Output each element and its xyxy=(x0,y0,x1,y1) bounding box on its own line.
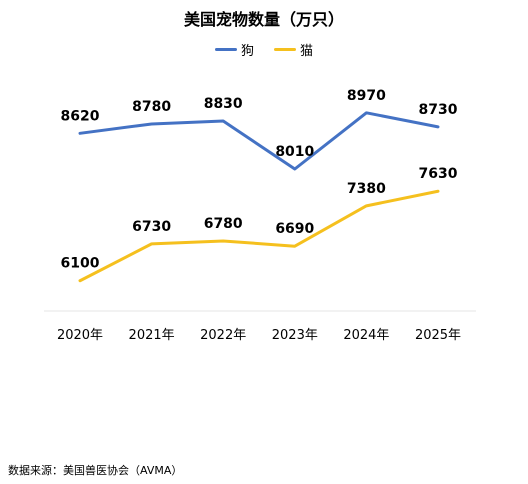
legend-label-cat: 猫 xyxy=(300,44,314,59)
legend-swatch-dog xyxy=(214,48,237,51)
x-tick-label: 2022年 xyxy=(200,328,246,343)
data-label: 6690 xyxy=(275,221,314,237)
data-label: 7380 xyxy=(347,181,386,197)
legend-item-cat: 猫 xyxy=(274,40,313,59)
legend-swatch-cat xyxy=(274,48,296,51)
data-label: 8620 xyxy=(61,108,100,124)
series-line-1 xyxy=(78,189,440,283)
series-line-0 xyxy=(78,111,440,171)
x-tick-label: 2025年 xyxy=(415,328,461,343)
data-label: 8010 xyxy=(275,144,314,160)
data-label: 8730 xyxy=(419,102,458,118)
data-label: 8970 xyxy=(347,88,386,104)
x-tick-label: 2023年 xyxy=(272,328,318,343)
chart-legend: 狗 猫 xyxy=(0,40,528,59)
data-label: 6730 xyxy=(132,219,171,235)
x-tick-label: 2020年 xyxy=(57,328,103,343)
data-label: 8780 xyxy=(132,99,171,115)
legend-item-dog: 狗 xyxy=(214,40,254,59)
x-tick-label: 2021年 xyxy=(129,328,175,343)
data-label: 6100 xyxy=(61,256,100,272)
data-label: 8830 xyxy=(204,96,243,112)
chart-title: 美国宠物数量（万只） xyxy=(183,10,344,29)
data-label: 6780 xyxy=(204,216,243,232)
source-note: 数据来源：美国兽医协会（AVMA） xyxy=(8,464,183,477)
legend-label-dog: 狗 xyxy=(240,44,254,59)
data-label: 7630 xyxy=(419,166,458,182)
x-tick-label: 2024年 xyxy=(343,328,389,343)
